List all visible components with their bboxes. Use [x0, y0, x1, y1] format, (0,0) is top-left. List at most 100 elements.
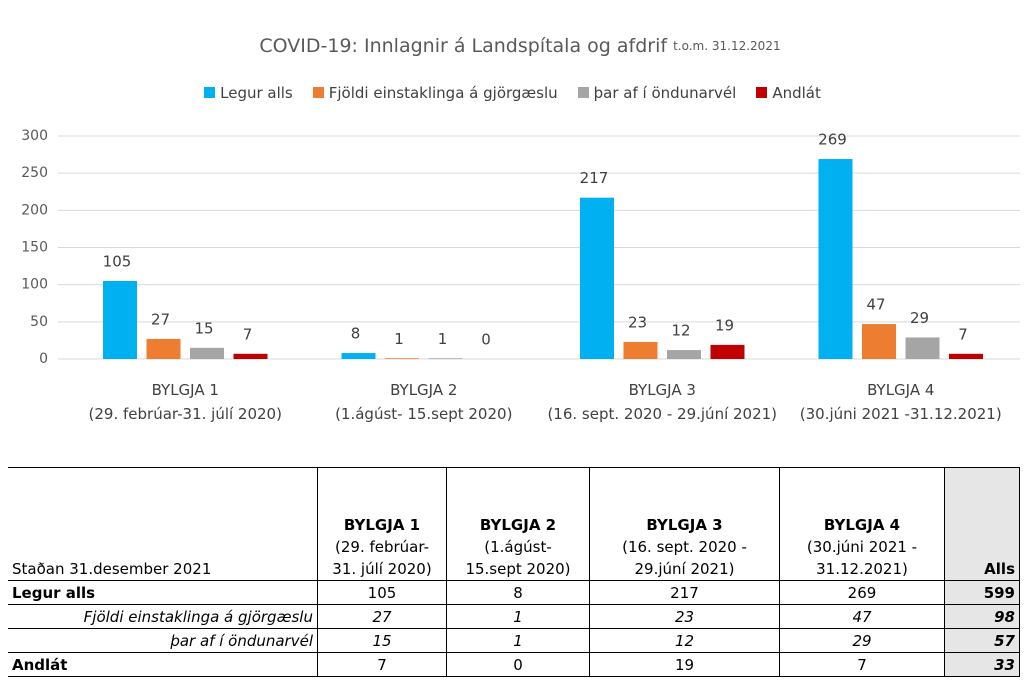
bar [623, 341, 658, 359]
header-sub: (29. febrúar- 31. júlí 2020) [332, 538, 432, 578]
header-cell: Alls [944, 467, 1020, 581]
bar [818, 159, 853, 359]
bar [710, 344, 745, 359]
table-cell: 27 [317, 604, 447, 629]
table-cell: 29 [779, 628, 945, 653]
table-cell: 105 [317, 580, 447, 605]
y-tick-label: 200 [21, 202, 48, 218]
legend: Legur alls Fjöldi einstaklinga á gjörgæsl… [0, 84, 1025, 102]
table-cell: 8 [446, 580, 590, 605]
header-title: BYLGJA 4 [823, 516, 901, 534]
header-sub: (30.júni 2021 - 31.12.2021) [806, 538, 918, 578]
data-label: 0 [481, 331, 491, 349]
legend-item: Fjöldi einstaklinga á gjörgæslu [312, 84, 558, 102]
table-cell: 57 [944, 628, 1020, 653]
data-label: 12 [671, 322, 690, 340]
table-cell: 1 [446, 604, 590, 629]
legend-label: Legur alls [220, 84, 293, 102]
legend-label: þar af í öndunarvél [593, 84, 737, 102]
bar [428, 358, 463, 359]
table-cell: 7 [317, 652, 447, 677]
data-label: 7 [243, 325, 253, 343]
y-tick-label: 0 [39, 351, 48, 367]
table-cell: 23 [589, 604, 780, 629]
table-cell: Legur alls [8, 580, 318, 605]
table-cell: 217 [589, 580, 780, 605]
table-cell: þar af í öndunarvél [8, 628, 318, 653]
data-label: 1 [394, 330, 404, 348]
legend-swatch [204, 87, 216, 98]
table-row: Fjöldi einstaklinga á gjörgæslu 27 1 23 47 98 [8, 604, 1020, 629]
table-cell: 599 [944, 580, 1020, 605]
legend-item: Legur alls [204, 84, 293, 102]
header-title: BYLGJA 3 [646, 516, 723, 534]
table-cell: Fjöldi einstaklinga á gjörgæslu [8, 604, 318, 629]
header-cell: BYLGJA 1 (29. febrúar- 31. júlí 2020) [317, 467, 447, 581]
header-sub: (1.ágúst- 15.sept 2020) [465, 538, 571, 578]
legend-swatch [577, 87, 589, 98]
bar [667, 350, 701, 359]
bar [190, 347, 224, 359]
header-row: Staðan 31.desember 2021 BYLGJA 1 (29. febr… [8, 467, 1020, 581]
data-label: 105 [103, 252, 132, 270]
data-label: 47 [866, 296, 885, 314]
data-label: 8 [351, 325, 361, 343]
x-tick-label: BYLGJA 1 (29. febrúar-31. júlí 2020) [88, 381, 282, 423]
table-cell: 269 [779, 580, 945, 605]
table-cell: 0 [446, 652, 590, 677]
x-tick-label: BYLGJA 3 (16. sept. 2020 - 29.júní 2021) [547, 381, 778, 423]
y-tick-label: 150 [21, 240, 48, 256]
table-cell: 19 [589, 652, 780, 677]
data-label: 23 [628, 313, 647, 331]
legend-item: Andlát [756, 84, 821, 102]
data-label: 27 [151, 310, 170, 328]
legend-item: þar af í öndunarvél [577, 84, 737, 102]
y-tick-label: 100 [21, 277, 48, 293]
table-row: Andlát 7 0 19 7 33 [8, 652, 1020, 677]
table-cell: 47 [779, 604, 945, 629]
chart-title-group: COVID-19: Innlagnir á Landspítala og afd… [259, 35, 780, 57]
legend-swatch [756, 87, 768, 98]
data-label: 15 [194, 319, 213, 337]
y-tick-label: 300 [21, 128, 48, 144]
y-tick-label: 50 [30, 314, 48, 330]
table-row: þar af í öndunarvél 15 1 12 29 57 [8, 628, 1020, 653]
bar [341, 353, 376, 359]
bar [146, 338, 181, 359]
table-cell: 1 [446, 628, 590, 653]
bar [949, 353, 983, 359]
bar [580, 197, 614, 359]
chart-title: COVID-19: Innlagnir á Landspítala og afd… [259, 35, 668, 57]
table-cell: 7 [779, 652, 945, 677]
bar [862, 324, 896, 359]
y-tick-label: 250 [21, 165, 48, 181]
table: Staðan 31.desember 2021 BYLGJA 1 (29. febr… [8, 467, 1020, 677]
legend-label: Fjöldi einstaklinga á gjörgæslu [328, 84, 558, 102]
header-cell: BYLGJA 4 (30.júni 2021 - 31.12.2021) [779, 467, 945, 581]
header-cell: BYLGJA 3 (16. sept. 2020 - 29.júní 2021) [589, 467, 780, 581]
header-title: BYLGJA 1 [343, 516, 421, 534]
bar [233, 353, 268, 359]
header-cell: Staðan 31.desember 2021 [8, 467, 318, 581]
bar [103, 280, 137, 359]
header-cell: BYLGJA 2 (1.ágúst- 15.sept 2020) [446, 467, 590, 581]
data-label: 29 [910, 309, 929, 327]
legend-label: Andlát [772, 84, 821, 102]
header-title: BYLGJA 2 [479, 516, 557, 534]
table-cell: 15 [317, 628, 447, 653]
data-label: 19 [715, 316, 734, 334]
chart-subtitle: t.o.m. 31.12.2021 [673, 39, 781, 53]
x-tick-label: BYLGJA 2 (1.ágúst- 15.sept 2020) [335, 381, 513, 423]
header-sub: (16. sept. 2020 - 29.júní 2021) [622, 538, 747, 578]
bar [905, 337, 940, 359]
table-cell: 98 [944, 604, 1020, 629]
data-label: 217 [580, 169, 609, 187]
chart: COVID-19: Innlagnir á Landspítala og afd… [21, 35, 1020, 367]
table-cell: Andlát [8, 652, 318, 677]
data-label: 7 [958, 325, 968, 343]
table-cell: 12 [589, 628, 780, 653]
data-label: 1 [438, 330, 448, 348]
x-tick-label: BYLGJA 4 (30.júni 2021 -31.12.2021) [799, 381, 1002, 423]
table-cell: 33 [944, 652, 1020, 677]
